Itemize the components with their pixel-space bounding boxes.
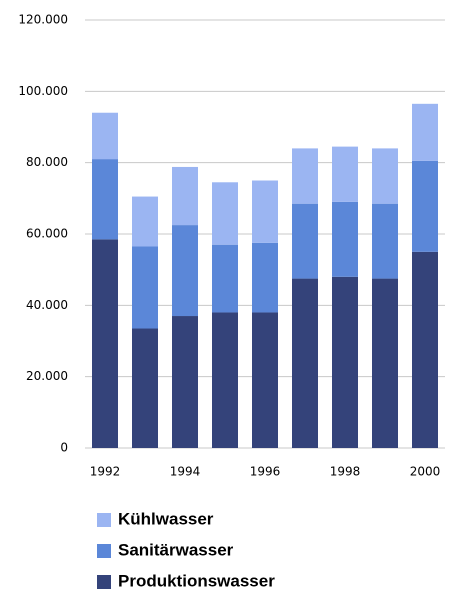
- bar-segment: [412, 251, 438, 448]
- y-tick-label: 0: [60, 441, 68, 455]
- bar-segment: [332, 276, 358, 448]
- x-tick-label: 2000: [410, 465, 441, 479]
- bar-segment: [172, 225, 198, 317]
- bar-segment: [412, 160, 438, 252]
- bar-segment: [252, 242, 278, 313]
- bar-segment: [372, 203, 398, 279]
- x-tick-label: 1994: [170, 465, 201, 479]
- bar-segment: [92, 112, 118, 160]
- bar-segment: [332, 201, 358, 277]
- bar-segment: [92, 239, 118, 448]
- y-tick-label: 100.000: [18, 84, 68, 98]
- legend-label: Kühlwasser: [118, 509, 214, 528]
- legend-label: Sanitärwasser: [118, 540, 234, 559]
- x-tick-label: 1998: [330, 465, 361, 479]
- bar-segment: [212, 312, 238, 448]
- bar-segment: [92, 159, 118, 240]
- y-tick-label: 60.000: [26, 227, 68, 241]
- bar-segment: [172, 316, 198, 448]
- x-tick-label: 1996: [250, 465, 281, 479]
- bar-segment: [292, 148, 318, 204]
- bar-segment: [252, 180, 278, 243]
- legend-swatch: [97, 544, 111, 558]
- bar-segment: [212, 182, 238, 245]
- bar-segment: [372, 278, 398, 448]
- legend-swatch: [97, 575, 111, 589]
- bar-segment: [292, 278, 318, 448]
- bar-segment: [292, 203, 318, 279]
- bar-segment: [132, 246, 158, 329]
- y-tick-label: 120.000: [18, 13, 68, 27]
- bar-segment: [212, 244, 238, 313]
- bar-segment: [132, 196, 158, 247]
- bar-segment: [332, 146, 358, 202]
- y-tick-label: 40.000: [26, 298, 68, 312]
- y-tick-label: 20.000: [26, 369, 68, 383]
- x-tick-label: 1992: [90, 465, 121, 479]
- legend-label: Produktionswasser: [118, 571, 275, 590]
- bar-segment: [412, 103, 438, 161]
- bar-segment: [132, 328, 158, 448]
- legend-swatch: [97, 513, 111, 527]
- bar-segment: [372, 148, 398, 204]
- y-tick-label: 80.000: [26, 155, 68, 169]
- bar-segment: [172, 166, 198, 226]
- bar-segment: [252, 312, 278, 448]
